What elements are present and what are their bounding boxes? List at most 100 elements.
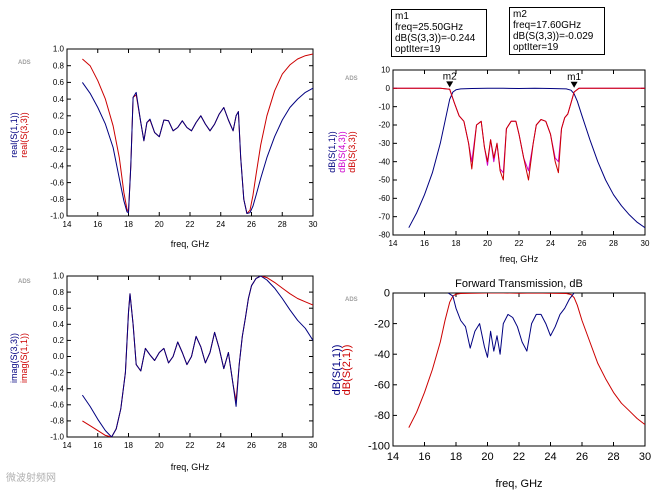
x-tick-label: 20 xyxy=(481,451,493,463)
y-axis-label: real(S(1,1))real(S(3,3)) xyxy=(9,112,29,158)
x-tick-label: 30 xyxy=(639,451,651,463)
y-axis-label-part: real(S(3,3)) xyxy=(19,112,29,158)
x-tick-label: 22 xyxy=(186,441,195,450)
x-tick-label: 26 xyxy=(576,451,588,463)
y-tick-label: -1.0 xyxy=(50,433,64,442)
y-tick-label: 0.8 xyxy=(53,61,65,70)
x-tick-label: 14 xyxy=(63,441,72,450)
y-tick-label: -0.6 xyxy=(50,178,64,187)
x-tick-label: 30 xyxy=(309,441,318,450)
marker-triangle xyxy=(446,81,454,88)
x-tick-label: 14 xyxy=(63,220,72,229)
y-tick-label: 0.2 xyxy=(53,336,65,345)
y-tick-label: -100 xyxy=(368,441,390,453)
series-line xyxy=(447,293,575,358)
marker-readout-line: m2 xyxy=(513,9,527,20)
ads-tag: ADS xyxy=(345,76,358,82)
y-tick-label: 0.8 xyxy=(53,288,65,297)
x-tick-label: 30 xyxy=(309,220,318,229)
y-tick-label: 0.4 xyxy=(53,95,65,104)
series-line xyxy=(81,82,313,214)
y-tick-label: -0.8 xyxy=(50,417,64,426)
marker-readout-line: dB(S(3,3))=-0.244 xyxy=(395,33,476,44)
chart-title: Forward Transmission, dB xyxy=(455,278,583,290)
watermark: 微波射频网 xyxy=(6,473,56,484)
y-tick-label: 0.0 xyxy=(53,128,65,137)
x-tick-label: 20 xyxy=(155,441,164,450)
x-axis-label: freq, GHz xyxy=(495,478,542,490)
x-tick-label: 28 xyxy=(278,441,287,450)
y-axis-label-part: real(S(1,1)) xyxy=(9,112,19,158)
x-tick-label: 16 xyxy=(420,239,429,248)
series-line xyxy=(393,87,645,181)
y-tick-label: -20 xyxy=(378,121,390,130)
y-axis-label-part: dB(S(2,1)) xyxy=(341,345,353,396)
x-tick-label: 24 xyxy=(546,239,555,248)
x-tick-label: 28 xyxy=(609,239,618,248)
y-tick-label: -0.6 xyxy=(50,400,64,409)
x-tick-label: 30 xyxy=(641,239,650,248)
y-tick-label: -60 xyxy=(374,379,390,391)
y-tick-label: -30 xyxy=(378,139,390,148)
y-tick-label: -50 xyxy=(378,176,390,185)
x-tick-label: 24 xyxy=(544,451,556,463)
y-axis-label: imag(S(3,3))imag(S(1,1)) xyxy=(9,333,29,383)
y-tick-label: 0.6 xyxy=(53,304,65,313)
marker-triangle xyxy=(570,81,578,88)
marker-readout-line: optIter=19 xyxy=(513,42,559,53)
x-tick-label: 20 xyxy=(483,239,492,248)
x-tick-label: 22 xyxy=(515,239,524,248)
y-tick-label: 1.0 xyxy=(53,272,65,281)
x-tick-label: 24 xyxy=(216,441,225,450)
x-tick-label: 28 xyxy=(607,451,619,463)
y-tick-label: -0.4 xyxy=(50,384,64,393)
x-tick-label: 22 xyxy=(513,451,525,463)
x-tick-label: 20 xyxy=(155,220,164,229)
y-tick-label: -60 xyxy=(378,194,390,203)
plot-frame xyxy=(66,275,314,438)
y-axis-label-part: imag(S(3,3)) xyxy=(9,333,19,383)
y-tick-label: -40 xyxy=(378,157,390,166)
x-tick-label: 18 xyxy=(450,451,462,463)
x-tick-label: 14 xyxy=(387,451,399,463)
x-tick-label: 26 xyxy=(578,239,587,248)
y-tick-label: -0.8 xyxy=(50,195,64,204)
y-tick-label: -80 xyxy=(378,231,390,240)
ads-tag: ADS xyxy=(18,279,31,285)
x-axis-label: freq, GHz xyxy=(171,462,210,472)
y-tick-label: -1.0 xyxy=(50,212,64,221)
y-tick-label: 0 xyxy=(386,84,391,93)
y-tick-label: 0.2 xyxy=(53,111,65,120)
marker-readout-line: dB(S(3,3))=-0.029 xyxy=(513,31,594,42)
marker-readout-line: freq=25.50GHz xyxy=(395,22,464,33)
y-tick-label: -0.2 xyxy=(50,368,64,377)
x-tick-label: 28 xyxy=(278,220,287,229)
y-tick-label: -80 xyxy=(374,410,390,422)
marker-label: m1 xyxy=(567,72,581,83)
y-tick-label: 0 xyxy=(384,288,390,300)
x-tick-label: 18 xyxy=(452,239,461,248)
x-tick-label: 18 xyxy=(124,441,133,450)
x-tick-label: 14 xyxy=(389,239,398,248)
y-axis-label: dB(S(1,1))dB(S(4,3))dB(S(3,3)) xyxy=(327,131,357,173)
y-tick-label: -0.2 xyxy=(50,145,64,154)
x-tick-label: 24 xyxy=(216,220,225,229)
series-line xyxy=(408,293,645,428)
marker-readout-line: freq=17.60GHz xyxy=(513,20,582,31)
y-tick-label: -0.4 xyxy=(50,162,64,171)
plot-frame xyxy=(392,69,646,236)
y-axis-label-part: dB(S(3,3)) xyxy=(347,131,357,173)
y-tick-label: -70 xyxy=(378,212,390,221)
x-tick-label: 26 xyxy=(247,441,256,450)
x-tick-label: 16 xyxy=(93,441,102,450)
x-axis-label: freq, GHz xyxy=(171,239,210,249)
y-tick-label: 10 xyxy=(381,66,390,75)
y-axis-label-part: dB(S(1,1)) xyxy=(331,345,343,396)
y-tick-label: 1.0 xyxy=(53,45,65,54)
ads-tag: ADS xyxy=(18,60,31,66)
marker-readout-line: optIter=19 xyxy=(395,44,441,55)
x-tick-label: 26 xyxy=(247,220,256,229)
marker-readout-line: m1 xyxy=(395,11,409,22)
x-axis-label: freq, GHz xyxy=(500,254,539,264)
